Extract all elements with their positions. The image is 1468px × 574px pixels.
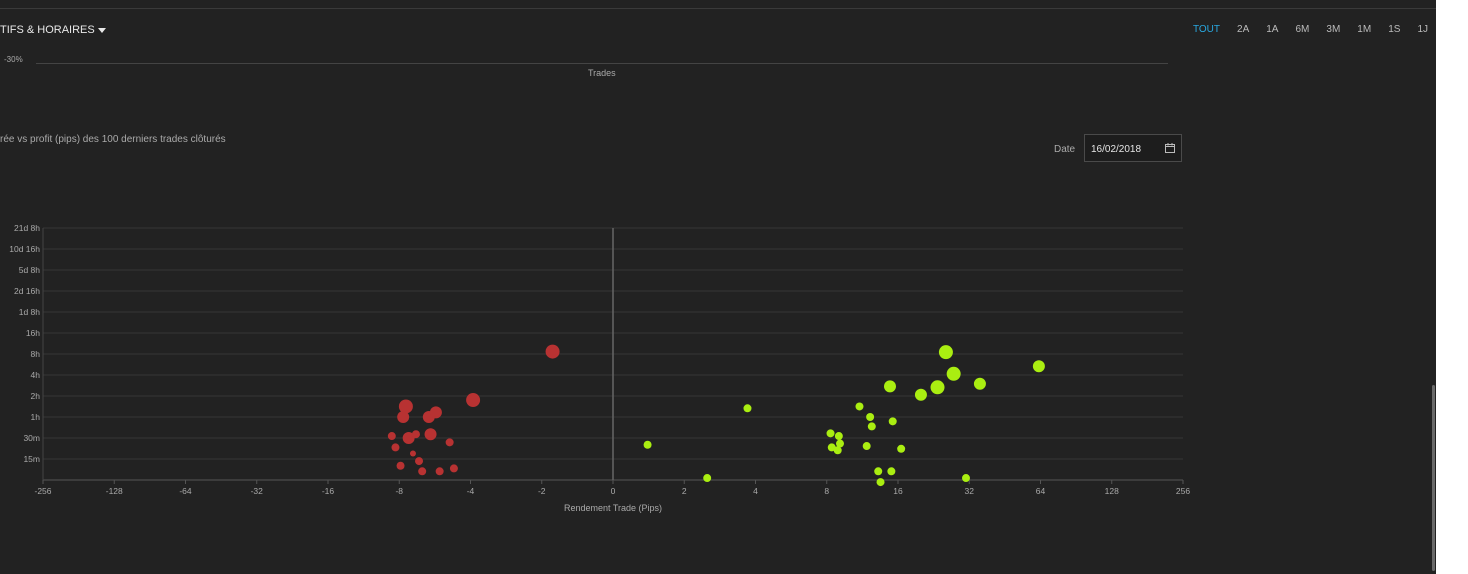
time-range-selector: TOUT 2A 1A 6M 3M 1M 1S 1J [1176,24,1428,35]
date-value: 16/02/2018 [1091,144,1142,155]
loss-trade-point[interactable] [411,430,420,439]
win-trade-point[interactable] [743,404,752,413]
previous-chart-y-tick: -30% [4,55,23,64]
loss-trade-point[interactable] [545,344,560,359]
x-tick-label: -32 [251,486,264,496]
loss-trade-point[interactable] [415,457,424,466]
header-divider [0,8,1436,9]
page-margin [1436,0,1468,574]
loss-trade-point[interactable] [418,467,427,476]
loss-trade-point[interactable] [396,461,405,470]
loss-trade-point[interactable] [429,406,442,419]
y-tick-label: 4h [31,370,41,380]
range-tout[interactable]: TOUT [1192,24,1221,35]
y-tick-label: 5d 8h [19,265,41,275]
loss-trade-point[interactable] [398,399,413,414]
loss-trade-point[interactable] [409,450,416,457]
win-trade-point[interactable] [643,440,652,449]
x-tick-label: 0 [611,486,616,496]
win-trade-point[interactable] [973,377,986,390]
previous-chart-axis [36,63,1168,64]
range-1j[interactable]: 1J [1417,24,1428,35]
previous-chart-x-title: Trades [588,68,616,78]
y-tick-label: 30m [23,433,40,443]
win-trade-point[interactable] [914,388,927,401]
x-tick-label: -2 [538,486,546,496]
win-trade-point[interactable] [835,439,844,448]
y-tick-label: 1h [31,412,41,422]
x-tick-label: 8 [824,486,829,496]
x-tick-label: 32 [965,486,975,496]
win-trade-point[interactable] [855,402,864,411]
date-picker-input[interactable]: 16/02/2018 [1084,134,1182,162]
date-label: Date [1054,144,1076,155]
loss-trade-point[interactable] [387,432,396,441]
filter-dropdown[interactable]: TIFS & HORAIRES [0,24,106,36]
y-tick-label: 21d 8h [14,223,40,233]
loss-trade-point[interactable] [466,393,481,408]
loss-trade-point[interactable] [435,467,444,476]
win-trade-point[interactable] [833,446,842,455]
x-tick-label: -4 [467,486,475,496]
range-6m[interactable]: 6M [1295,24,1310,35]
caret-down-icon [97,27,106,33]
win-trade-point[interactable] [938,345,953,360]
y-tick-label: 2d 16h [14,286,40,296]
y-tick-label: 10d 16h [9,244,40,254]
win-trade-point[interactable] [883,380,896,393]
scrollbar-thumb[interactable] [1432,385,1435,571]
y-tick-label: 1d 8h [19,307,41,317]
range-1m[interactable]: 1M [1357,24,1372,35]
x-tick-label: -128 [106,486,123,496]
win-trade-point[interactable] [703,474,712,483]
win-trade-point[interactable] [826,429,835,438]
win-trade-point[interactable] [866,413,875,421]
chart-title: rée vs profit (pips) des 100 derniers tr… [0,134,226,145]
loss-trade-point[interactable] [424,428,437,441]
x-tick-label: -16 [322,486,335,496]
y-tick-label: 16h [26,328,40,338]
calendar-icon[interactable] [1165,143,1175,153]
x-axis-title: Rendement Trade (Pips) [564,503,662,513]
win-trade-point[interactable] [930,380,945,395]
win-trade-point[interactable] [834,432,843,441]
x-tick-label: 64 [1036,486,1046,496]
win-trade-point[interactable] [946,366,961,381]
range-2a[interactable]: 2A [1237,24,1250,35]
win-trade-point[interactable] [961,474,970,483]
x-tick-label: -64 [179,486,192,496]
y-tick-label: 2h [31,391,41,401]
range-1s[interactable]: 1S [1388,24,1401,35]
win-trade-point[interactable] [888,417,897,426]
win-trade-point[interactable] [874,467,883,476]
loss-trade-point[interactable] [402,432,415,444]
loss-trade-point[interactable] [445,438,454,447]
x-tick-label: 2 [682,486,687,496]
win-trade-point[interactable] [867,422,876,431]
x-tick-label: 128 [1105,486,1119,496]
loss-trade-point[interactable] [449,464,458,473]
range-3m[interactable]: 3M [1326,24,1341,35]
win-trade-point[interactable] [827,443,836,452]
x-tick-label: 16 [893,486,903,496]
loss-trade-point[interactable] [397,411,410,423]
win-trade-point[interactable] [897,444,906,453]
win-trade-point[interactable] [887,467,896,476]
y-tick-label: 8h [31,349,41,359]
win-trade-point[interactable] [1032,360,1045,373]
x-tick-label: -256 [34,486,51,496]
x-tick-label: -8 [395,486,403,496]
loss-trade-point[interactable] [391,443,400,452]
x-tick-label: 256 [1176,486,1190,496]
y-tick-label: 15m [23,454,40,464]
win-trade-point[interactable] [876,478,885,487]
x-tick-label: 4 [753,486,758,496]
filter-dropdown-label: TIFS & HORAIRES [0,24,95,36]
scatter-chart: -256 -128 -64 -32 -16 -8 -4 -2 0 2 4 8 16 32 64 128 256 … [9,223,1190,513]
range-1a[interactable]: 1A [1266,24,1279,35]
win-trade-point[interactable] [862,442,871,451]
